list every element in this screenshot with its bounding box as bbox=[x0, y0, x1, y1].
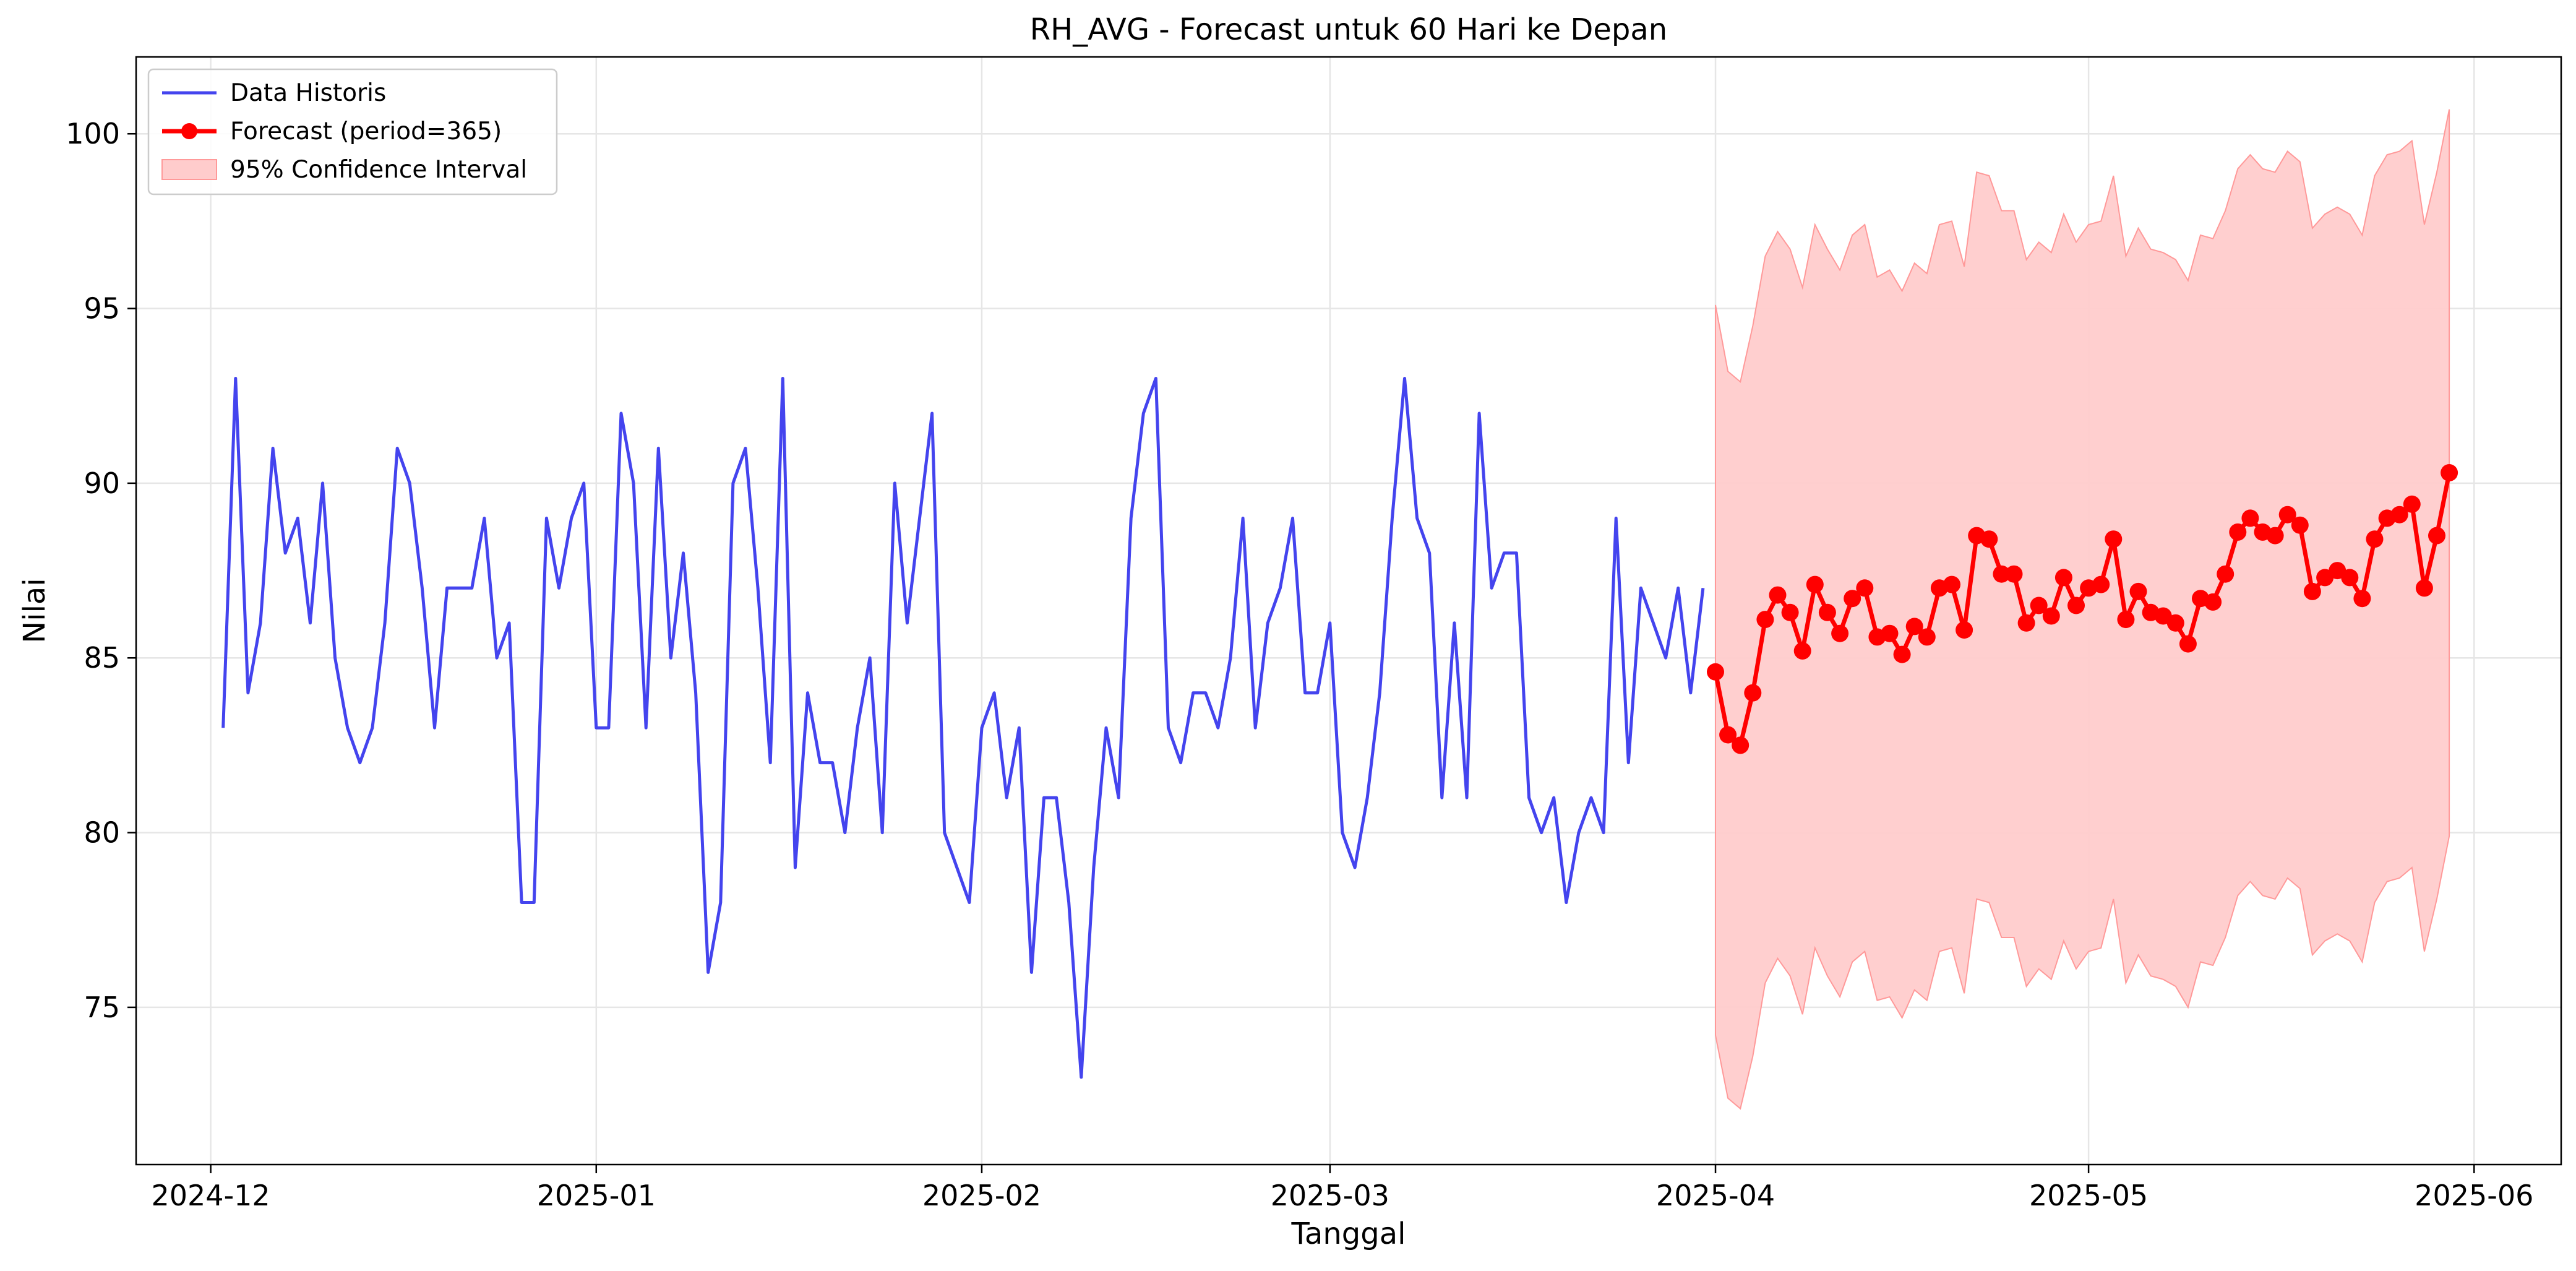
forecast-point bbox=[2441, 464, 2458, 481]
forecast-point bbox=[2278, 506, 2296, 523]
forecast-point bbox=[1744, 684, 1762, 702]
forecast-point bbox=[1732, 736, 1750, 754]
x-tick-label: 2024-12 bbox=[152, 1179, 270, 1212]
y-tick-label: 80 bbox=[84, 816, 120, 850]
forecast-point bbox=[2403, 495, 2421, 513]
legend-confidence-swatch bbox=[161, 159, 217, 180]
forecast-point bbox=[2428, 527, 2445, 545]
forecast-point bbox=[1881, 624, 1899, 642]
legend: Data Historis Forecast (period=365) 95% … bbox=[147, 68, 558, 196]
forecast-point bbox=[1956, 621, 1973, 639]
x-tick-label: 2025-02 bbox=[922, 1179, 1041, 1212]
forecast-point bbox=[2303, 582, 2321, 600]
forecast-point bbox=[2366, 530, 2384, 548]
forecast-point bbox=[1893, 645, 1911, 663]
forecast-point bbox=[2341, 569, 2359, 587]
forecast-point bbox=[2353, 590, 2371, 608]
forecast-point bbox=[1719, 726, 1737, 744]
forecast-point bbox=[1918, 628, 1936, 646]
forecast-point bbox=[1980, 530, 1998, 548]
forecast-point bbox=[2166, 614, 2184, 632]
forecast-point bbox=[2017, 614, 2035, 632]
forecast-point bbox=[1818, 603, 1836, 621]
forecast-point bbox=[1707, 663, 1724, 681]
forecast-point bbox=[1905, 618, 1923, 636]
y-axis-ticks: 75 80 85 90 95 100 bbox=[66, 117, 136, 1024]
forecast-point bbox=[2204, 593, 2222, 611]
legend-forecast-label: Forecast (period=365) bbox=[230, 118, 502, 145]
forecast-point bbox=[2179, 635, 2197, 653]
forecast-point bbox=[1793, 642, 1811, 660]
forecast-point bbox=[2054, 569, 2072, 587]
forecast-point bbox=[1844, 590, 1861, 608]
forecast-point bbox=[1993, 565, 2011, 583]
x-tick-label: 2025-01 bbox=[537, 1179, 656, 1212]
x-axis-title: Tanggal bbox=[1291, 1217, 1406, 1251]
forecast-point bbox=[2291, 516, 2309, 534]
forecast-point bbox=[2217, 565, 2235, 583]
forecast-point bbox=[1769, 586, 1787, 604]
forecast-point bbox=[1856, 579, 1874, 597]
forecast-point bbox=[2105, 530, 2123, 548]
forecast-point bbox=[2092, 575, 2110, 593]
forecast-point bbox=[1943, 575, 1960, 593]
x-tick-label: 2025-03 bbox=[1271, 1179, 1389, 1212]
y-tick-label: 90 bbox=[84, 467, 120, 500]
legend-confidence-label: 95% Confidence Interval bbox=[230, 156, 527, 184]
forecast-point bbox=[1781, 603, 1799, 621]
x-tick-label: 2025-06 bbox=[2415, 1179, 2533, 1212]
forecast-point bbox=[1756, 611, 1774, 629]
y-axis-title: Nilai bbox=[17, 578, 52, 643]
y-tick-label: 75 bbox=[84, 991, 120, 1024]
forecast-point bbox=[2241, 509, 2259, 527]
x-axis-ticks: 2024-12 2025-01 2025-02 2025-03 2025-04 2025-… bbox=[152, 1165, 2533, 1212]
chart-title: RH_AVG - Forecast untuk 60 Hari ke Depan bbox=[1030, 12, 1667, 47]
forecast-point bbox=[2390, 506, 2408, 523]
forecast-series-layer bbox=[1707, 464, 2458, 754]
forecast-point bbox=[2129, 582, 2147, 600]
y-tick-label: 95 bbox=[84, 292, 120, 325]
forecast-point bbox=[2229, 523, 2247, 541]
forecast-point bbox=[2030, 597, 2048, 614]
forecast-point bbox=[2415, 579, 2433, 597]
y-tick-label: 100 bbox=[66, 117, 120, 150]
historical-series-layer bbox=[221, 377, 1705, 1079]
legend-forecast-marker bbox=[181, 123, 197, 139]
legend-box bbox=[147, 68, 558, 196]
forecast-point bbox=[2005, 565, 2023, 583]
historical-line bbox=[221, 377, 1705, 1079]
forecast-point bbox=[2117, 611, 2135, 629]
forecast-point bbox=[2067, 597, 2085, 614]
forecast-point bbox=[2042, 607, 2060, 625]
forecast-point bbox=[2266, 527, 2284, 545]
plot-frame bbox=[135, 56, 2562, 1166]
y-tick-label: 85 bbox=[84, 641, 120, 674]
x-tick-label: 2025-04 bbox=[1656, 1179, 1775, 1212]
x-tick-label: 2025-05 bbox=[2029, 1179, 2148, 1212]
forecast-point bbox=[1831, 624, 1849, 642]
legend-historical-label: Data Historis bbox=[230, 79, 386, 107]
forecast-point bbox=[1806, 575, 1824, 593]
